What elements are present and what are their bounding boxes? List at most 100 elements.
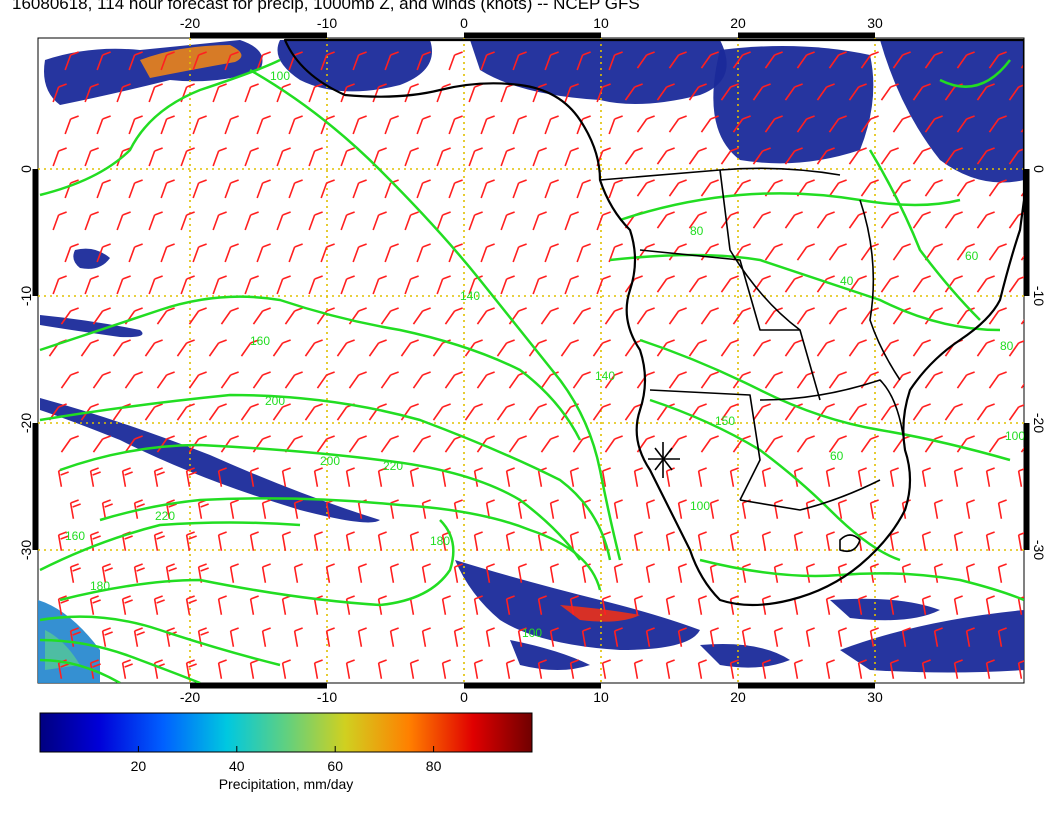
wind-barb: [988, 179, 1007, 197]
wind-barb: [308, 211, 323, 231]
wind-barb: [965, 563, 975, 583]
wind-barb: [805, 499, 815, 519]
wind-barb: [752, 403, 771, 421]
wind-barb: [921, 595, 931, 615]
wind-barb: [212, 211, 227, 231]
wind-barb: [480, 115, 495, 135]
wind-barb: [880, 147, 899, 165]
wind-barb: [409, 659, 419, 679]
wind-barb: [988, 243, 1007, 261]
wind-barb: [825, 531, 835, 551]
wind-barb: [432, 403, 451, 421]
wind-barb: [89, 467, 101, 487]
wind-barb: [320, 179, 335, 199]
wind-barb: [372, 83, 387, 103]
coastline-layer: [283, 38, 1024, 607]
wind-barb: [720, 275, 739, 293]
wind-barb: [645, 563, 655, 583]
wind-barb: [256, 51, 271, 71]
wind-barb: [956, 51, 975, 69]
wind-barb: [732, 371, 751, 389]
wind-barb: [185, 467, 197, 487]
wind-barb: [436, 147, 451, 167]
wind-barb: [288, 115, 303, 135]
wind-barb: [860, 51, 879, 69]
wind-barb: [313, 659, 323, 679]
wind-barb: [761, 659, 771, 679]
wind-barb: [537, 595, 547, 615]
wind-barb: [889, 467, 899, 487]
height-contour: [639, 338, 1011, 462]
wind-barb: [212, 83, 227, 103]
wind-barb: [784, 211, 803, 229]
wind-barb: [569, 531, 579, 551]
wind-barb: [880, 339, 899, 357]
lon-tick-top: 10: [593, 15, 609, 31]
contour-label: 100: [690, 499, 710, 513]
wind-barb: [848, 211, 867, 229]
wind-barb: [857, 659, 867, 679]
wind-barb: [188, 371, 207, 389]
wind-barb: [988, 307, 1007, 325]
wind-barb: [128, 243, 143, 263]
wind-barb: [316, 371, 335, 389]
contour-label: 160: [250, 334, 270, 348]
wind-barb: [869, 499, 879, 519]
wind-barb: [560, 339, 579, 357]
country-border: [839, 534, 861, 553]
wind-barb: [404, 147, 419, 167]
wind-barb: [1020, 383, 1024, 389]
wind-barb: [1031, 500, 1039, 519]
wind-barb: [668, 307, 687, 325]
wind-barb: [944, 147, 963, 165]
wind-barb: [436, 211, 451, 231]
wind-barb: [340, 211, 355, 231]
lat-tick-left: -30: [18, 540, 34, 560]
wind-barb: [436, 275, 451, 295]
wind-barb: [837, 499, 847, 519]
wind-barb: [569, 659, 579, 679]
wind-barb: [796, 435, 815, 453]
wind-barb: [544, 179, 559, 199]
wind-barb: [572, 307, 591, 325]
precip-area: [560, 605, 640, 622]
colorbar-label: Precipitation, mm/day: [218, 776, 354, 792]
wind-barb: [732, 115, 751, 133]
wind-barb: [604, 371, 623, 389]
wind-barb: [816, 339, 835, 357]
wind-barb: [880, 403, 899, 421]
wind-barb: [796, 307, 815, 325]
height-contour: [699, 558, 1024, 602]
contour-label: 100: [1005, 429, 1025, 443]
wind-barb: [816, 83, 835, 101]
wind-barb: [240, 339, 259, 357]
wind-barb: [592, 339, 611, 357]
wind-barb: [473, 595, 483, 615]
wind-barb: [505, 531, 515, 551]
wind-barb: [340, 275, 355, 295]
height-contour: [39, 393, 612, 561]
lat-tick-right: 0: [1031, 165, 1047, 173]
wind-barb: [764, 243, 783, 261]
wind-barb: [249, 595, 259, 615]
country-border: [859, 199, 901, 381]
wind-barb: [564, 83, 579, 103]
contour-label: 60: [965, 249, 979, 263]
precip-area: [40, 398, 380, 523]
contour-label: 140: [595, 369, 615, 383]
wind-barb: [912, 147, 931, 165]
wind-barb: [532, 211, 547, 231]
wind-barb: [544, 243, 559, 263]
wind-barb: [124, 371, 143, 389]
wind-barb: [69, 499, 81, 519]
wind-barb: [345, 659, 355, 679]
wind-barb: [985, 659, 995, 679]
wind-barb: [924, 371, 943, 389]
lon-tick-bottom: 0: [460, 689, 468, 705]
wind-barb: [924, 307, 943, 325]
lon-tick-bottom: 10: [593, 689, 609, 705]
wind-barb: [880, 211, 899, 229]
wind-barb: [212, 147, 227, 167]
contour-label: 140: [460, 289, 480, 303]
wind-barb: [697, 467, 707, 487]
